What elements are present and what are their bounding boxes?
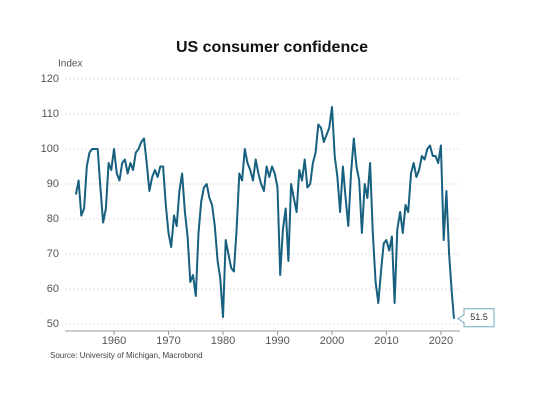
value-callout bbox=[457, 308, 495, 328]
x-tick-label: 1960 bbox=[102, 335, 126, 347]
line bbox=[74, 106, 455, 319]
x-tick-label: 2000 bbox=[320, 335, 344, 347]
x-tick-label: 1990 bbox=[265, 335, 289, 347]
x-tick-label: 1980 bbox=[211, 335, 235, 347]
y-tick-label: 110 bbox=[41, 108, 59, 120]
y-tick-label: 100 bbox=[41, 143, 59, 155]
y-tick-label: 70 bbox=[47, 248, 59, 260]
y-tick-label: 80 bbox=[47, 213, 59, 225]
value-label: 51.5 bbox=[470, 312, 488, 322]
y-tick-label: 60 bbox=[47, 283, 59, 295]
y-tick-label: 50 bbox=[47, 318, 59, 330]
source-note: Source: University of Michigan, Macrobon… bbox=[50, 351, 203, 360]
y-axis-label: Index bbox=[58, 59, 82, 70]
y-tick-label: 90 bbox=[47, 178, 59, 190]
x-tick-label: 2020 bbox=[429, 335, 453, 347]
y-tick-label: 120 bbox=[41, 73, 59, 85]
x-tick-label: 2010 bbox=[374, 335, 398, 347]
x-tick-label: 1970 bbox=[156, 335, 180, 347]
chart-title: US consumer confidence bbox=[176, 39, 368, 56]
